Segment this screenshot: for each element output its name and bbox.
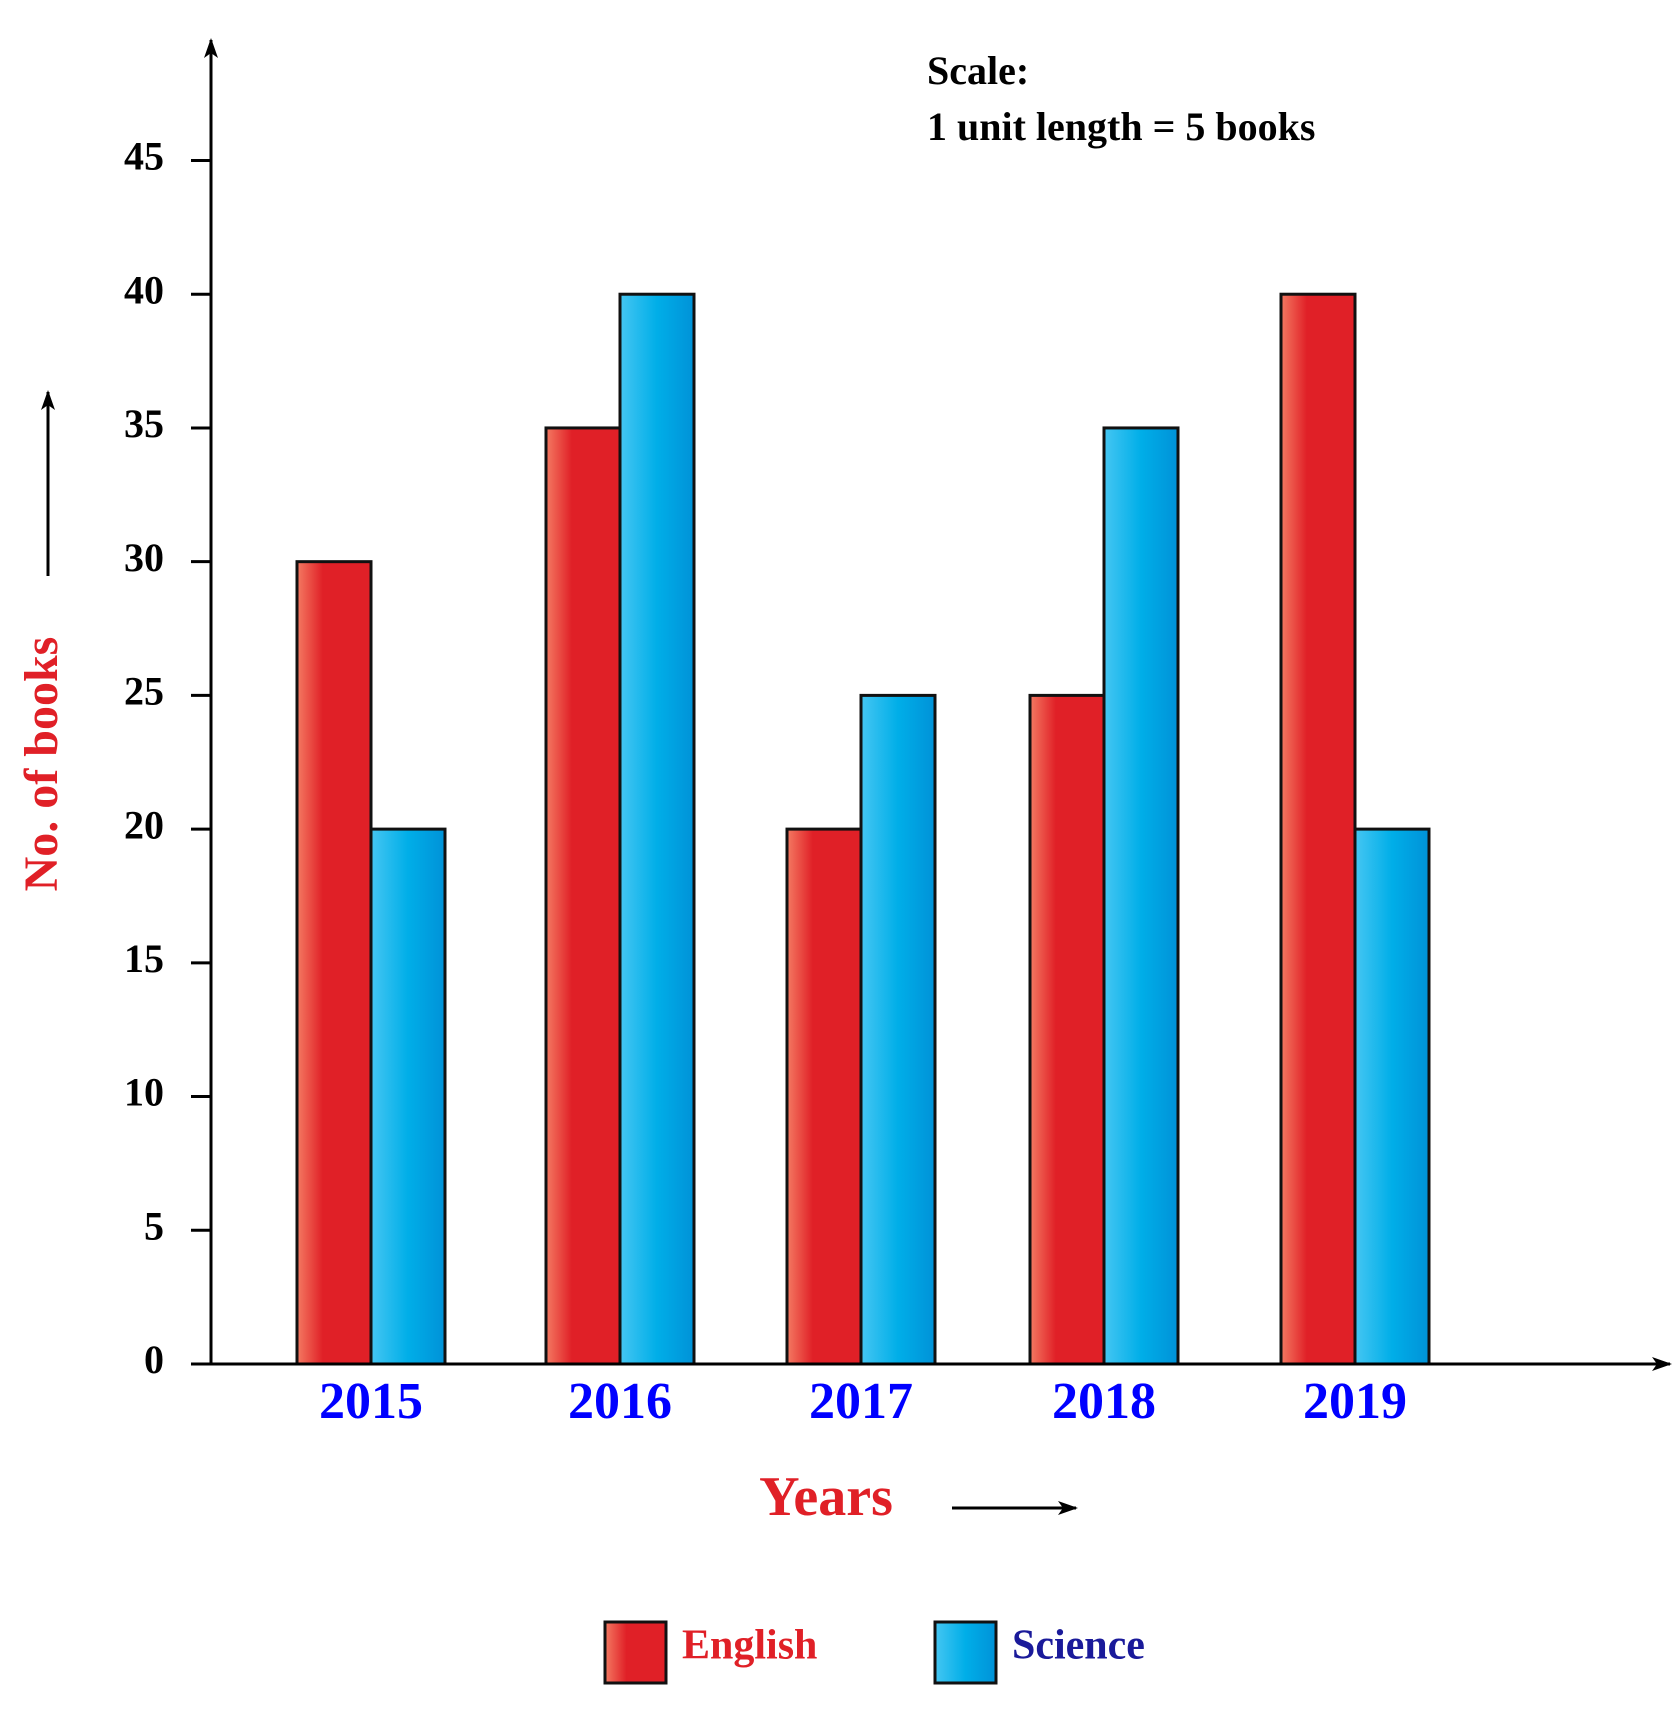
x-tick-label: 2018 [1052,1373,1156,1430]
legend-swatch [603,1620,668,1685]
legend-label: Science [1012,1623,1145,1669]
y-tick-label: 5 [144,1203,164,1248]
bar [618,292,696,1366]
y-tick-label: 35 [124,401,164,446]
x-axis-label: Years [759,1466,893,1528]
legend: English Science [603,1620,1145,1685]
annotation: 1 unit length = 5 books [927,104,1315,149]
y-tick-label: 45 [124,134,164,179]
bar [295,560,373,1366]
bar [859,693,937,1366]
plot: 0 5 10 15 20 25 30 35 40 45 2015 2016 2017 2018 2019 [124,134,1431,1430]
bar [544,426,622,1366]
bar [1279,292,1357,1366]
y-axis-label: No. of books [15,637,68,892]
x-tick-label: 2015 [319,1373,423,1430]
x-tick-label: 2019 [1303,1373,1407,1430]
y-tick-label: 20 [124,802,164,847]
y-tick-label: 15 [124,936,164,981]
bar [785,827,863,1366]
legend-swatch [933,1620,998,1685]
y-tick-label: 25 [124,669,164,714]
y-tick-label: 40 [124,267,164,312]
bar [1102,426,1180,1366]
y-tick-label: 0 [144,1337,164,1382]
legend-label: English [682,1623,817,1669]
bar [369,827,447,1366]
x-tick-label: 2017 [809,1373,913,1430]
annotation: Scale: [927,48,1029,93]
bar [1028,693,1106,1366]
bar [1353,827,1431,1366]
y-tick-label: 10 [124,1070,164,1115]
x-tick-label: 2016 [568,1373,672,1430]
y-tick-label: 30 [124,535,164,580]
